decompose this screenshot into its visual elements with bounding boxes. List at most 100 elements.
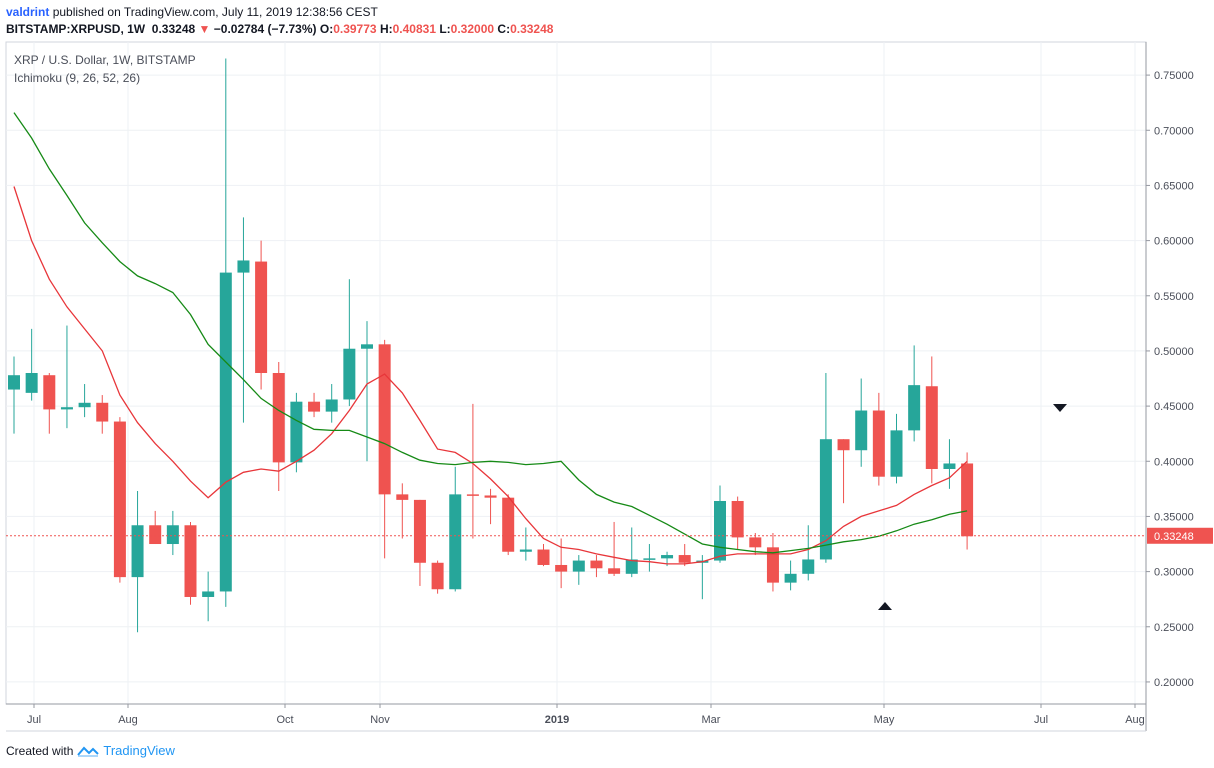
candle [113, 417, 126, 583]
y-tick-label: 0.65000 [1154, 180, 1194, 192]
candle-body [237, 260, 250, 273]
candle [837, 439, 850, 504]
candle [219, 58, 232, 607]
candle [714, 485, 726, 563]
candle-body [961, 463, 974, 537]
publish-text: published on TradingView.com, July 11, 2… [52, 5, 378, 19]
candle [855, 378, 868, 467]
last-price-label: 0.33248 [1154, 531, 1194, 543]
candle-body [219, 272, 232, 592]
indicator-label[interactable]: Ichimoku (9, 26, 52, 26) [14, 71, 141, 85]
candle-body [308, 401, 321, 412]
candle [202, 571, 215, 622]
candle-body [431, 562, 444, 590]
symbol-bar: BITSTAMP:XRPUSD, 1W 0.33248 ▼ −0.02784 (… [6, 22, 553, 36]
candle [908, 345, 921, 442]
candle-body [890, 430, 903, 477]
up-arrow-marker-icon [878, 602, 892, 610]
candle-body [113, 421, 126, 578]
candle-body [255, 261, 268, 373]
chart-grid [5, 41, 1147, 705]
candle-body [449, 494, 462, 590]
candle [413, 499, 426, 586]
candle [572, 555, 585, 585]
candle [802, 525, 815, 581]
candle-body [678, 555, 691, 563]
x-tick-label: Nov [370, 714, 390, 726]
candle [961, 452, 974, 550]
footer: Created with TradingView [6, 743, 175, 758]
candle-body [802, 559, 815, 574]
candle-body [378, 344, 391, 495]
candle-layer [8, 58, 974, 633]
candle-body [537, 549, 550, 565]
candle-body [149, 525, 162, 545]
candle-body [555, 564, 568, 572]
high-label: H: [379, 22, 393, 36]
candle [678, 544, 691, 567]
down-arrow-icon: ▼ [198, 22, 211, 36]
candle [378, 339, 391, 559]
candle-body [202, 591, 215, 597]
candle [784, 560, 797, 591]
candle [484, 488, 497, 525]
y-tick-label: 0.30000 [1154, 567, 1194, 579]
open-label: O: [319, 22, 334, 36]
candle-body [325, 399, 338, 412]
candle-body [166, 525, 179, 545]
candle-body [78, 402, 91, 408]
candle [502, 494, 515, 556]
candle-body [590, 560, 603, 569]
candle [184, 521, 197, 605]
candle-body [661, 555, 674, 559]
candle-body [572, 560, 585, 572]
candle-body [43, 375, 56, 410]
candle-body [396, 494, 409, 500]
candle-body [749, 537, 762, 548]
plot-frame [5, 41, 1147, 705]
candle [361, 321, 373, 462]
last-price-tag [1147, 527, 1213, 544]
candle-body [484, 495, 497, 498]
y-tick-label: 0.25000 [1154, 622, 1194, 634]
candle [78, 384, 91, 418]
candle [731, 496, 744, 550]
y-tick-label: 0.60000 [1154, 236, 1194, 248]
candle [308, 392, 321, 418]
candle-body [855, 410, 868, 451]
candle [272, 361, 285, 492]
y-tick-label: 0.35000 [1154, 511, 1194, 523]
candle-body [413, 499, 426, 563]
tradingview-logo-icon [77, 746, 100, 757]
candle [343, 279, 356, 407]
y-tick-label: 0.55000 [1154, 291, 1194, 303]
candle-body [184, 525, 197, 597]
x-tick-label: Jul [1034, 714, 1048, 726]
close-value: 0.33248 [510, 22, 554, 36]
y-tick-label: 0.20000 [1154, 677, 1194, 689]
candle-body [643, 558, 656, 560]
candle-body [290, 401, 303, 463]
x-tick-label: 2019 [545, 714, 569, 726]
candle [43, 373, 56, 434]
candle-body [714, 500, 726, 561]
candle-body [731, 500, 744, 538]
candle-body [819, 439, 832, 560]
candle-body [343, 348, 356, 400]
candle [643, 544, 656, 572]
ichimoku-lines [6, 112, 1146, 610]
candle-body [96, 402, 109, 422]
candle-body [60, 407, 73, 410]
x-tick-label: Aug [1125, 714, 1145, 726]
candle-body [272, 373, 285, 463]
candle-body [466, 494, 479, 496]
candle [943, 439, 956, 489]
author-link[interactable]: valdrint [6, 5, 50, 19]
y-tick-label: 0.70000 [1154, 125, 1194, 137]
low-label: L: [439, 22, 451, 36]
symbol-name: BITSTAMP:XRPUSD, 1W [6, 22, 146, 36]
tradingview-brand[interactable]: TradingView [103, 743, 175, 758]
candle [537, 544, 550, 567]
candle-body [784, 573, 797, 583]
